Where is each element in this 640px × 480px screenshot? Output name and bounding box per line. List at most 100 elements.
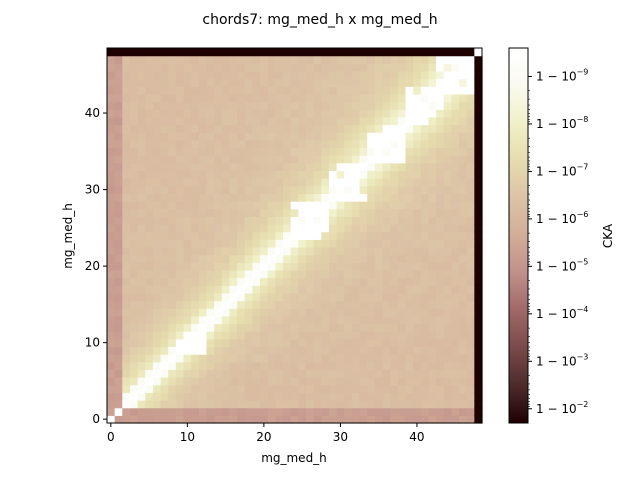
heatmap-cell: [175, 400, 185, 409]
heatmap-cell: [344, 93, 353, 103]
heatmap-cell: [129, 48, 139, 57]
heatmap-cell: [451, 277, 460, 286]
heatmap-cell: [137, 93, 146, 103]
heatmap-cell: [252, 308, 261, 317]
heatmap-cell: [413, 331, 422, 340]
heatmap-cell: [397, 63, 407, 72]
heatmap-cell: [114, 93, 123, 103]
heatmap-cell: [290, 216, 299, 225]
heatmap-cell: [367, 346, 376, 355]
heatmap-cell: [214, 101, 223, 110]
heatmap-cell: [459, 407, 468, 416]
heatmap-cell: [321, 369, 330, 378]
heatmap-cell: [168, 239, 177, 248]
heatmap-cell: [260, 246, 269, 256]
heatmap-cell: [420, 392, 430, 401]
heatmap-cell: [260, 201, 269, 210]
heatmap-cell: [290, 269, 299, 279]
heatmap-cell: [436, 224, 445, 233]
heatmap-cell: [313, 269, 322, 279]
heatmap-cell: [168, 315, 177, 325]
heatmap-cell: [129, 415, 139, 424]
heatmap-cell: [321, 346, 330, 355]
heatmap-cell: [191, 109, 200, 118]
heatmap-cell: [336, 269, 345, 279]
heatmap-cell: [420, 55, 430, 64]
heatmap-cell: [298, 392, 307, 401]
heatmap-cell: [237, 124, 246, 133]
heatmap-cell: [152, 193, 162, 202]
heatmap-cell: [129, 116, 139, 126]
heatmap-cell: [290, 70, 299, 80]
heatmap-cell: [229, 407, 238, 416]
heatmap-cell: [214, 277, 223, 286]
heatmap-cell: [420, 269, 430, 279]
heatmap-cell: [459, 400, 468, 409]
heatmap-cell: [244, 300, 254, 309]
heatmap-cell: [175, 178, 185, 187]
heatmap-cell: [260, 162, 269, 172]
heatmap-cell: [405, 155, 414, 164]
heatmap-cell: [367, 139, 376, 149]
colorbar-tick-label: 1 − 10−3: [536, 352, 588, 368]
heatmap-cell: [252, 292, 261, 302]
heatmap-cell: [382, 124, 391, 133]
heatmap-cell: [336, 170, 345, 179]
heatmap-cell: [374, 132, 384, 141]
heatmap-cell: [229, 392, 238, 401]
heatmap-cell: [229, 400, 238, 409]
heatmap-cell: [474, 285, 483, 294]
heatmap-cell: [344, 246, 353, 256]
heatmap-cell: [367, 193, 376, 202]
heatmap-cell: [305, 170, 315, 179]
heatmap-cell: [206, 201, 215, 210]
heatmap-cell: [390, 216, 399, 225]
heatmap-cell: [175, 277, 185, 286]
heatmap-cell: [283, 86, 292, 95]
heatmap-cell: [359, 415, 368, 424]
heatmap-cell: [137, 392, 146, 401]
heatmap-cell: [214, 269, 223, 279]
heatmap-cell: [198, 109, 208, 118]
heatmap-cell: [183, 55, 192, 64]
heatmap-cell: [152, 162, 162, 172]
heatmap-cell: [145, 185, 154, 195]
heatmap-cell: [443, 300, 452, 309]
heatmap-cell: [175, 139, 185, 149]
heatmap-cell: [129, 139, 139, 149]
heatmap-cell: [413, 323, 422, 332]
heatmap-cell: [382, 109, 391, 118]
heatmap-cell: [298, 361, 307, 371]
heatmap-cell: [244, 170, 254, 179]
heatmap-cell: [405, 384, 414, 393]
heatmap-cell: [221, 346, 231, 355]
heatmap-cell: [405, 147, 414, 156]
heatmap-cell: [252, 392, 261, 401]
heatmap-cell: [229, 101, 238, 110]
heatmap-cell: [191, 55, 200, 64]
heatmap-cell: [374, 277, 384, 286]
heatmap-cell: [214, 292, 223, 302]
heatmap-cell: [374, 369, 384, 378]
heatmap-cell: [374, 124, 384, 133]
heatmap-cell: [413, 231, 422, 240]
heatmap-cell: [267, 216, 276, 225]
heatmap-cell: [267, 178, 276, 187]
heatmap-cell: [328, 224, 338, 233]
heatmap-cell: [260, 338, 269, 348]
heatmap-cell: [122, 193, 131, 202]
heatmap-cell: [405, 308, 414, 317]
heatmap-cell: [122, 109, 131, 118]
heatmap-cell: [168, 361, 177, 371]
heatmap-cell: [267, 201, 276, 210]
heatmap-cell: [420, 331, 430, 340]
heatmap-cell: [244, 231, 254, 240]
heatmap-cell: [313, 308, 322, 317]
heatmap-cell: [382, 269, 391, 279]
heatmap-cell: [290, 239, 299, 248]
heatmap-cell: [237, 239, 246, 248]
heatmap-cell: [459, 300, 468, 309]
heatmap-cell: [474, 346, 483, 355]
heatmap-cell: [321, 139, 330, 149]
heatmap-cell: [344, 338, 353, 348]
